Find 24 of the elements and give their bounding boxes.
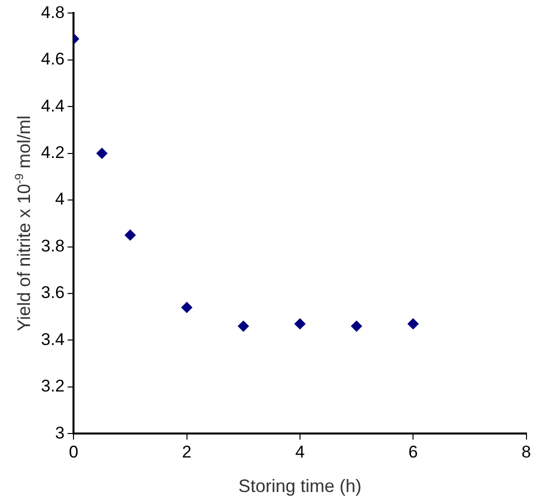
y-tick-label: 4.8 <box>40 2 65 22</box>
y-tick-label: 3.4 <box>40 330 65 349</box>
y-tick-label: 3.6 <box>40 283 65 302</box>
x-tick-label: 6 <box>408 442 418 462</box>
point <box>181 302 192 313</box>
x-tick-label: 8 <box>522 442 532 462</box>
y-axis-title: Yield of nitrite x 10-9 mol/ml <box>12 116 34 332</box>
point <box>294 318 306 330</box>
point <box>124 230 136 241</box>
y-tick-label: 3.8 <box>40 236 65 256</box>
x-axis-title: Storing time (h) <box>238 476 362 496</box>
y-tick-label: 4.4 <box>40 96 65 116</box>
point <box>408 318 419 330</box>
y-tick-label: 3 <box>55 423 65 442</box>
y-tick-label: 3.2 <box>40 376 65 396</box>
point <box>238 320 249 332</box>
y-tick-label: 4.2 <box>40 143 65 162</box>
x-tick-label: 0 <box>68 442 78 462</box>
y-tick-label: 4.6 <box>40 50 65 69</box>
point <box>351 320 362 332</box>
x-tick-label: 4 <box>295 442 305 462</box>
x-tick-label: 2 <box>182 442 192 462</box>
point <box>96 148 108 159</box>
y-tick-label: 4 <box>55 190 65 209</box>
